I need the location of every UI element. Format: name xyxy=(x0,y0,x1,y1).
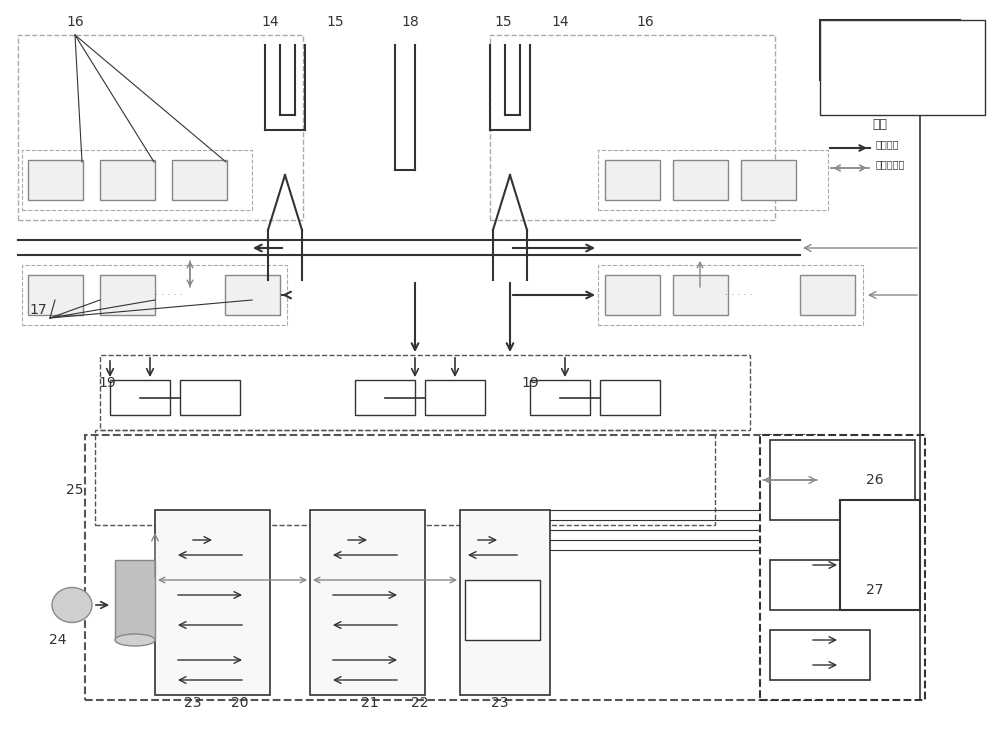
Text: 17: 17 xyxy=(29,303,47,317)
Ellipse shape xyxy=(115,634,155,646)
Text: 20: 20 xyxy=(231,696,249,710)
Text: · · · · ·: · · · · · xyxy=(725,290,753,300)
FancyBboxPatch shape xyxy=(155,510,270,695)
FancyBboxPatch shape xyxy=(28,160,83,200)
FancyBboxPatch shape xyxy=(840,500,920,610)
FancyBboxPatch shape xyxy=(605,160,660,200)
FancyBboxPatch shape xyxy=(800,275,855,315)
FancyBboxPatch shape xyxy=(673,275,728,315)
Text: 26: 26 xyxy=(866,473,884,487)
Text: 25: 25 xyxy=(66,483,84,497)
Text: 19: 19 xyxy=(98,376,116,390)
Text: 15: 15 xyxy=(494,15,512,29)
FancyBboxPatch shape xyxy=(465,580,540,640)
FancyBboxPatch shape xyxy=(770,560,870,610)
FancyBboxPatch shape xyxy=(180,380,240,415)
FancyBboxPatch shape xyxy=(115,560,155,640)
Text: 23: 23 xyxy=(491,696,509,710)
Text: 24: 24 xyxy=(49,633,67,647)
Text: 14: 14 xyxy=(551,15,569,29)
FancyBboxPatch shape xyxy=(600,380,660,415)
FancyBboxPatch shape xyxy=(110,380,170,415)
FancyBboxPatch shape xyxy=(172,160,227,200)
FancyBboxPatch shape xyxy=(820,20,985,115)
FancyBboxPatch shape xyxy=(460,510,550,695)
FancyBboxPatch shape xyxy=(425,380,485,415)
Text: 14: 14 xyxy=(261,15,279,29)
Text: 通讯及控制: 通讯及控制 xyxy=(876,159,905,169)
Text: 27: 27 xyxy=(866,583,884,597)
Text: 19: 19 xyxy=(521,376,539,390)
Text: 烟气流向: 烟气流向 xyxy=(876,139,900,149)
Text: 21: 21 xyxy=(361,696,379,710)
FancyBboxPatch shape xyxy=(760,435,925,700)
FancyBboxPatch shape xyxy=(355,380,415,415)
Text: · · · · ·: · · · · · xyxy=(155,290,182,300)
FancyBboxPatch shape xyxy=(100,275,155,315)
FancyBboxPatch shape xyxy=(741,160,796,200)
Text: 15: 15 xyxy=(326,15,344,29)
Text: 23: 23 xyxy=(184,696,202,710)
FancyBboxPatch shape xyxy=(770,440,915,520)
Text: 图例: 图例 xyxy=(872,118,888,131)
FancyBboxPatch shape xyxy=(605,275,660,315)
FancyBboxPatch shape xyxy=(820,20,960,80)
Text: 16: 16 xyxy=(66,15,84,29)
Text: 22: 22 xyxy=(411,696,429,710)
FancyBboxPatch shape xyxy=(673,160,728,200)
FancyBboxPatch shape xyxy=(530,380,590,415)
FancyBboxPatch shape xyxy=(225,275,280,315)
Text: 18: 18 xyxy=(401,15,419,29)
FancyBboxPatch shape xyxy=(310,510,425,695)
Ellipse shape xyxy=(52,587,92,623)
FancyBboxPatch shape xyxy=(770,630,870,680)
Text: 16: 16 xyxy=(636,15,654,29)
FancyBboxPatch shape xyxy=(28,275,83,315)
FancyBboxPatch shape xyxy=(100,160,155,200)
